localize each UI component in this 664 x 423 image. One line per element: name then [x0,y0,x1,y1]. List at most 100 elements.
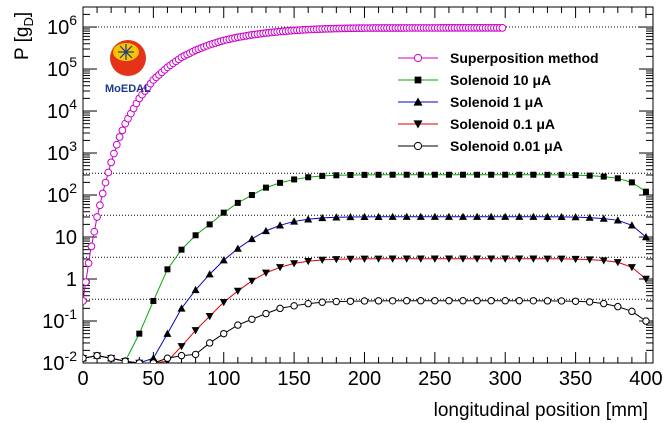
data-point [431,171,438,178]
y-tick-label: 10-2 [42,348,77,375]
plot-frame [82,6,654,364]
data-point [430,255,439,263]
data-point [205,270,214,278]
legend-label: Solenoid 10 μA [450,72,551,88]
data-point [558,171,565,178]
y-axis-title: P [gD] [12,12,36,60]
data-point [627,264,636,272]
data-point [403,171,410,178]
legend-marker [413,53,423,63]
data-point [487,255,496,263]
x-tick-label: 200 [348,368,381,390]
data-point [544,171,551,178]
legend-entry-4: Solenoid 0.01 μA [398,138,563,154]
data-point [599,214,608,222]
data-point [642,188,649,195]
legend-marker [413,97,423,106]
data-point [233,287,242,295]
data-point [177,343,186,351]
data-point [388,255,397,263]
data-point [83,354,87,362]
data-point [290,260,299,268]
data-point [501,255,510,263]
data-point [431,297,439,305]
data-point [557,255,566,263]
legend-label: Solenoid 0.1 μA [450,116,555,132]
data-point [112,140,121,149]
data-point [459,255,467,263]
data-point [219,256,228,264]
data-point [220,329,228,338]
data-point [360,212,369,221]
data-point [290,302,298,310]
data-point [572,172,579,179]
data-point [515,212,524,220]
data-point [416,255,425,263]
y-tick-label: 106 [47,12,77,39]
data-point [543,297,552,305]
data-point [488,171,495,178]
data-point [247,234,256,243]
data-point [262,184,269,191]
x-tick-label: 300 [489,368,522,390]
legend-label: Solenoid 0.01 μA [450,138,563,154]
data-point [347,171,354,178]
series-2 [83,212,650,363]
data-point [248,315,256,323]
data-point [261,269,270,277]
data-point [206,221,213,228]
data-point [177,304,186,312]
data-point [628,179,635,186]
data-point [93,213,101,221]
logo-text: MoEDAL [105,83,151,95]
legend-entry-3: Solenoid 0.1 μA [398,116,555,132]
data-point [104,168,113,177]
data-point [84,259,93,268]
data-point [516,171,523,178]
series-3 [83,255,650,363]
data-point [487,297,495,305]
x-tick-label: 150 [277,368,310,390]
data-point [474,171,481,178]
data-point [333,172,340,179]
data-point [374,297,383,305]
data-point [135,359,143,363]
data-point [234,321,242,329]
logo-star-icon [118,44,134,60]
data-point [110,149,118,158]
data-point [459,212,467,220]
data-point [402,255,411,263]
data-point [118,126,127,135]
data-point [191,285,200,294]
data-point [346,297,355,305]
data-point [502,171,509,178]
data-point [332,256,341,264]
data-point [247,277,256,285]
data-point [360,297,369,305]
data-point [445,171,452,178]
data-point [107,354,115,362]
data-point [515,297,523,305]
legend-entry-1: Solenoid 10 μA [398,72,551,88]
data-point [164,266,171,273]
legend-label: Superposition method [450,50,599,66]
y-tick-label: 102 [47,180,77,207]
data-point [149,359,158,363]
data-point [571,213,580,221]
data-point [234,199,241,206]
data-point [529,297,538,305]
x-tick-label: 250 [418,368,451,390]
data-point [115,133,124,141]
data-point [374,212,383,220]
data-point [501,297,509,305]
series-line [83,258,647,363]
series-4 [83,297,650,363]
data-point [304,215,313,223]
data-point [205,339,214,347]
legend: Superposition method Solenoid 10 μA Soleno… [398,50,599,154]
data-point [530,171,537,178]
data-point [613,216,622,224]
data-point [416,212,425,220]
data-point [543,255,552,263]
